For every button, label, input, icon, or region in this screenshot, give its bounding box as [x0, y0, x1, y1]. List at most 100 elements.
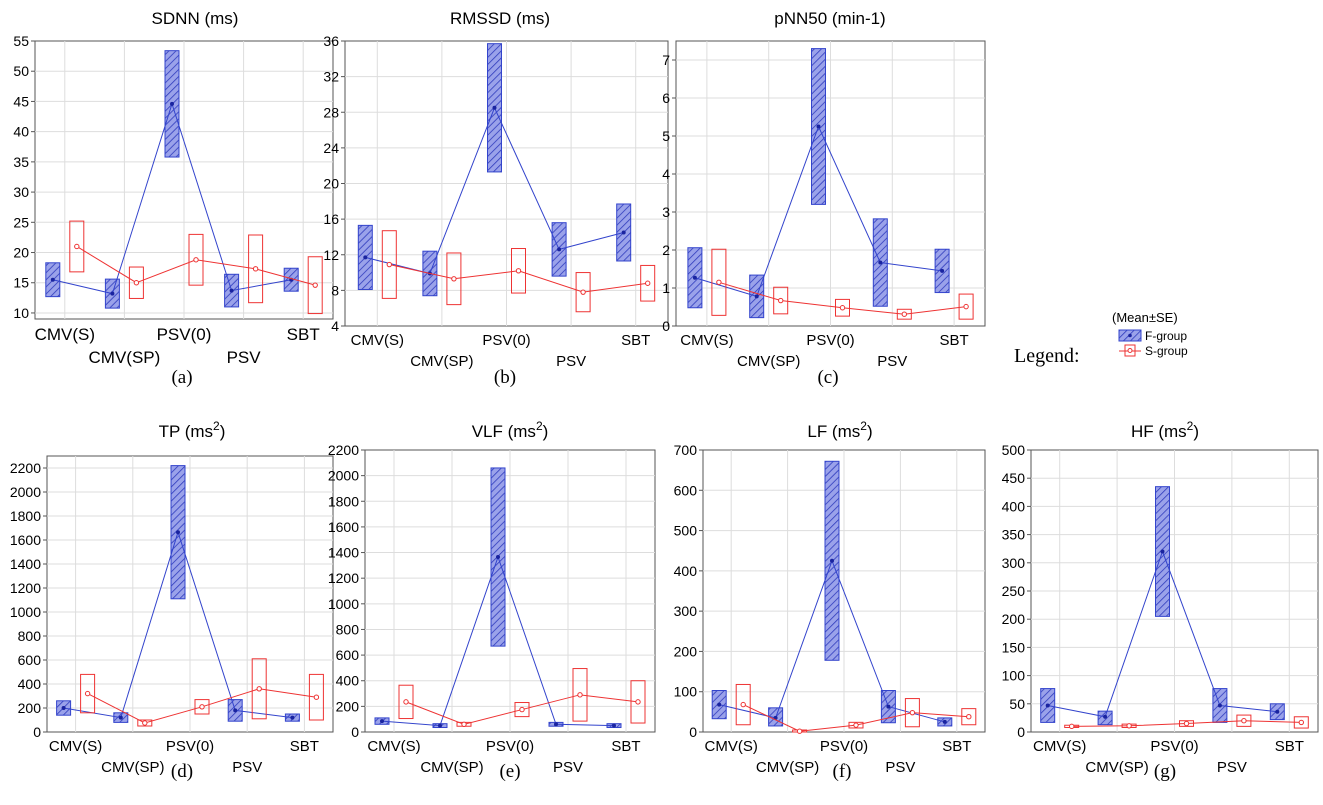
chart-title: HF (ms2) [1131, 419, 1199, 441]
se-box [511, 248, 526, 294]
y-tick-label: 200 [18, 700, 42, 716]
mean-point [1275, 709, 1280, 714]
series-s-group [80, 658, 324, 727]
y-tick-label: 3 [662, 204, 670, 220]
chart-title: pNN50 (min-1) [774, 9, 885, 28]
category-label: SBT [621, 332, 650, 349]
y-tick-label: 32 [323, 69, 339, 85]
mean-point [796, 728, 803, 734]
chart-panel-c: 0 1 2 3 4 5 6 7 CMV(S)CMV(SP) PSV(0) PSV SBT pNN50 (… [662, 9, 986, 388]
se-box [188, 233, 204, 286]
category-label: CMV(SP) [1085, 759, 1148, 776]
category-label: CMV(SP) [756, 759, 819, 776]
mean-point [886, 704, 891, 709]
category-label: SBT [1275, 738, 1304, 755]
mean-point [963, 303, 969, 310]
y-tick-label: 0 [689, 724, 697, 740]
y-tick-label: 450 [1002, 470, 1026, 486]
chart-title: LF (ms2) [807, 419, 872, 441]
category-label: SBT [942, 738, 971, 755]
y-tick-label: 0 [33, 724, 41, 740]
y-tick-label: 400 [1002, 498, 1026, 514]
y-tick-label: 800 [18, 628, 42, 644]
y-tick-label: 0 [351, 724, 359, 740]
chart-title: TP (ms2) [159, 419, 226, 441]
panel-label: (b) [494, 367, 516, 388]
y-tick-label: 10 [13, 305, 29, 321]
chart-title: VLF (ms2) [472, 419, 549, 441]
mean-point [61, 706, 66, 710]
series-s-group [69, 220, 323, 315]
mean-point [438, 723, 442, 728]
se-box [514, 702, 530, 718]
mean-point [1241, 718, 1247, 724]
y-tick-label: 35 [13, 154, 29, 170]
category-label: CMV(SP) [420, 759, 483, 776]
y-tick-label: 400 [674, 563, 698, 579]
se-box [248, 234, 264, 304]
series-f-group [357, 43, 632, 297]
mean-point [577, 692, 583, 698]
se-box [307, 256, 323, 315]
y-tick-label: 150 [1002, 639, 1026, 655]
y-tick-label: 45 [13, 93, 29, 109]
category-label: PSV [1217, 759, 1247, 776]
y-tick-label: 500 [674, 523, 698, 539]
mean-point [942, 719, 947, 724]
mean-point [110, 291, 115, 296]
mean-point [1045, 703, 1050, 708]
se-box [735, 683, 751, 726]
mean-point [496, 555, 500, 560]
y-tick-label: 1400 [10, 556, 41, 572]
category-label: PSV(0) [482, 332, 530, 349]
category-label: SBT [287, 325, 320, 344]
category-label: CMV(S) [351, 332, 404, 349]
category-label: CMV(SP) [737, 353, 800, 370]
y-tick-label: 50 [1009, 696, 1025, 712]
mean-point [1183, 720, 1190, 727]
mean-point [176, 530, 180, 535]
y-tick-label: 1800 [10, 508, 41, 524]
mean-point [1217, 703, 1222, 708]
panel-label: (e) [499, 761, 520, 782]
se-box [575, 272, 591, 313]
panel-label: (c) [817, 367, 838, 388]
series-f-group [56, 465, 300, 723]
y-tick-label: 200 [336, 698, 360, 714]
panel-label: (d) [171, 761, 193, 782]
category-label: SBT [940, 332, 969, 349]
legend-title: (Mean±SE) [1112, 310, 1178, 325]
category-label: PSV(0) [806, 332, 854, 349]
y-tick-label: 50 [13, 63, 29, 79]
mean-point [252, 266, 259, 272]
se-box [835, 298, 850, 317]
y-tick-label: 25 [13, 214, 29, 230]
category-label: PSV(0) [820, 738, 868, 755]
series-f-group [1040, 486, 1285, 726]
y-tick-label: 500 [1002, 442, 1026, 458]
legend: Legend: (Mean±SE) F-group S-group [1014, 310, 1188, 367]
mean-point [621, 230, 626, 235]
mean-point [557, 247, 562, 252]
series-f-group [374, 467, 622, 729]
mean-point [199, 704, 205, 710]
y-tick-label: 300 [1002, 555, 1026, 571]
y-tick-label: 2200 [10, 460, 41, 476]
y-tick-label: 12 [323, 247, 339, 263]
mean-point [754, 294, 759, 299]
mean-point [170, 101, 174, 106]
mean-point [50, 277, 55, 282]
y-tick-label: 1800 [328, 493, 359, 509]
category-label: CMV(S) [35, 325, 95, 344]
mean-point [878, 260, 883, 265]
mean-point [313, 694, 320, 700]
category-label: CMV(SP) [410, 353, 473, 370]
mean-point [901, 311, 907, 317]
mean-point [233, 708, 238, 713]
mean-point [363, 255, 368, 260]
y-tick-label: 600 [674, 482, 698, 498]
mean-point [716, 279, 722, 285]
category-label: CMV(S) [1033, 738, 1086, 755]
mean-point [118, 715, 123, 720]
panel-label: (g) [1154, 761, 1176, 782]
